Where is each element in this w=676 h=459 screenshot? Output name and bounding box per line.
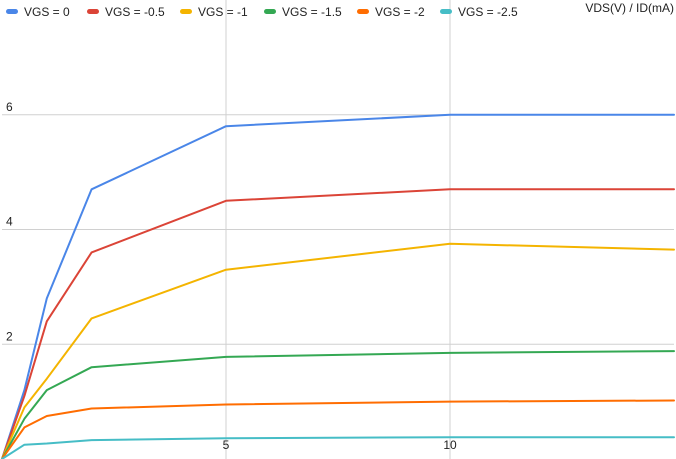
data-point	[225, 125, 227, 127]
axis-title: VDS(V) / ID(mA)	[585, 1, 674, 15]
series-lines	[1, 113, 675, 459]
data-point	[46, 320, 48, 322]
legend-swatch	[180, 9, 192, 14]
data-point	[23, 443, 25, 445]
data-point	[673, 399, 675, 401]
data-point	[673, 436, 675, 438]
legend-label: VGS = -1.5	[282, 5, 342, 19]
legend-item-3: VGS = -1.5	[264, 5, 342, 19]
series-line-4	[1, 399, 675, 459]
data-point	[673, 350, 675, 352]
data-point	[23, 395, 25, 397]
data-point	[449, 114, 451, 116]
data-point	[90, 439, 92, 441]
series-line-1	[1, 188, 675, 459]
data-point	[449, 400, 451, 402]
data-point	[90, 366, 92, 368]
series-line-3	[1, 350, 675, 459]
data-point	[46, 297, 48, 299]
data-point	[46, 377, 48, 379]
legend-label: VGS = -2	[375, 5, 425, 19]
data-point	[225, 268, 227, 270]
data-point	[90, 188, 92, 190]
y-tick-label: 4	[6, 215, 13, 229]
data-point	[46, 389, 48, 391]
legend-label: VGS = -0.5	[105, 5, 165, 19]
legend-item-2: VGS = -1	[180, 5, 248, 19]
legend-swatch	[357, 9, 369, 14]
data-point	[46, 442, 48, 444]
legend-item-4: VGS = -2	[357, 5, 425, 19]
data-point	[673, 248, 675, 250]
legend-label: VGS = -1	[198, 5, 248, 19]
data-point	[90, 407, 92, 409]
legend-label: VGS = -2.5	[458, 5, 518, 19]
legend-swatch	[264, 9, 276, 14]
data-point	[23, 426, 25, 428]
data-point	[46, 415, 48, 417]
legend: VGS = 0 VGS = -0.5 VGS = -1 VGS = -1.5 VGS =…	[6, 5, 518, 19]
data-point	[449, 352, 451, 354]
x-tick-label: 10	[443, 438, 457, 452]
legend-item-0: VGS = 0	[6, 5, 70, 19]
y-tick-label: 2	[6, 329, 13, 343]
data-point	[673, 114, 675, 116]
legend-swatch	[87, 9, 99, 14]
series-line-2	[1, 242, 675, 459]
series-line-5	[1, 436, 675, 459]
series-line-0	[1, 113, 675, 459]
data-point	[23, 406, 25, 408]
legend-swatch	[440, 9, 452, 14]
legend-item-1: VGS = -0.5	[87, 5, 165, 19]
data-point	[90, 251, 92, 253]
data-point	[23, 418, 25, 420]
data-point	[673, 188, 675, 190]
legend-swatch	[6, 9, 18, 14]
data-point	[449, 243, 451, 245]
data-point	[225, 200, 227, 202]
y-tick-label: 6	[6, 100, 13, 114]
data-point	[225, 403, 227, 405]
x-tick-label: 5	[223, 438, 230, 452]
data-point	[449, 188, 451, 190]
data-point	[90, 317, 92, 319]
legend-item-5: VGS = -2.5	[440, 5, 518, 19]
tick-labels: 2 4 6 5 10	[6, 100, 457, 452]
data-point	[225, 356, 227, 358]
legend-label: VGS = 0	[24, 5, 70, 19]
